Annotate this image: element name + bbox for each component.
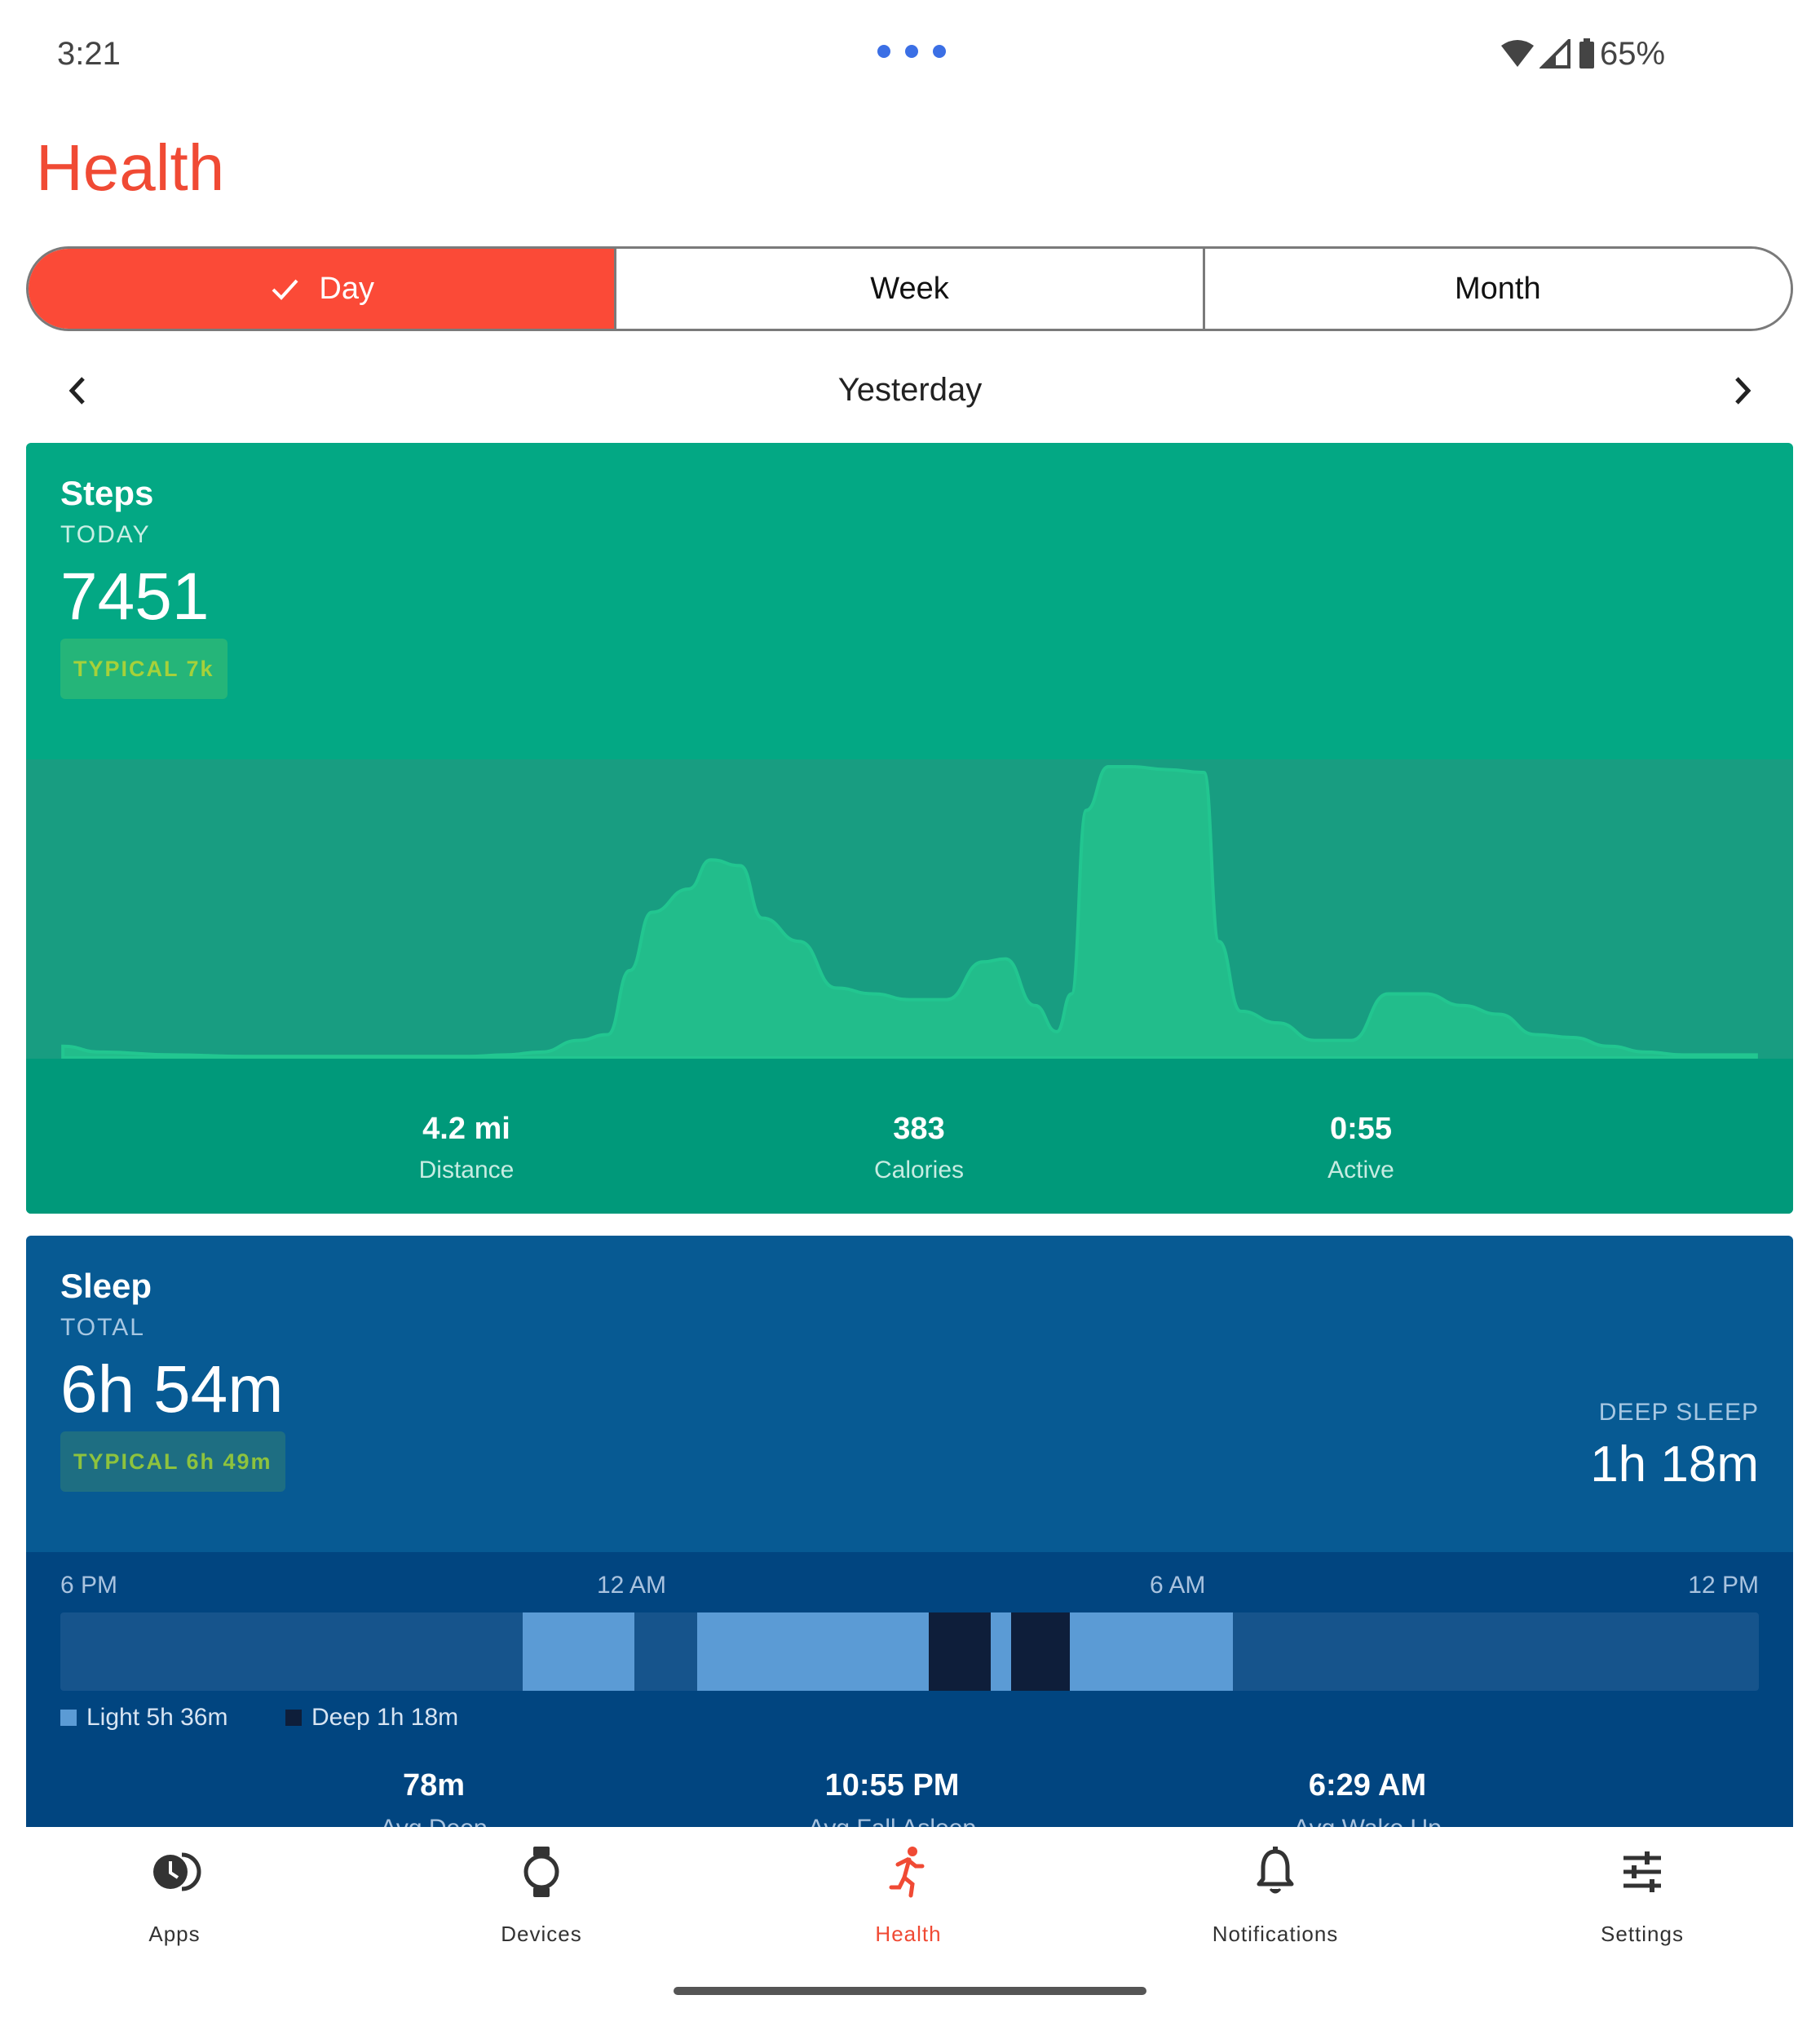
tab-day-label: Day: [319, 271, 374, 306]
legend-light: Light 5h 36m: [60, 1704, 228, 1732]
calories-label: Calories: [873, 1157, 965, 1183]
legend-light-label: Light 5h 36m: [86, 1704, 228, 1731]
sleep-card[interactable]: Sleep TOTAL 6h 54m TYPICAL 6h 49m DEEP S…: [26, 1236, 1793, 1827]
active-value: 0:55: [1329, 1112, 1393, 1146]
avg-deep-label: Avg Deep: [263, 1815, 605, 1827]
legend-light-swatch: [60, 1710, 77, 1726]
nav-health-label: Health: [875, 1922, 942, 1946]
nav-apps[interactable]: Apps: [52, 1843, 297, 1947]
legend-deep-label: Deep 1h 18m: [311, 1704, 459, 1731]
nav-settings-label: Settings: [1601, 1922, 1684, 1946]
page-title: Health: [36, 131, 225, 204]
sleep-segment-deep: [1011, 1612, 1071, 1691]
nav-devices[interactable]: Devices: [419, 1843, 664, 1947]
sleep-stage-track: [60, 1612, 1759, 1691]
tab-day[interactable]: Day: [29, 249, 615, 329]
nav-settings[interactable]: Settings: [1520, 1843, 1765, 1947]
home-indicator[interactable]: [674, 1987, 1146, 1995]
sleep-segment-light: [1070, 1612, 1234, 1691]
sleep-title: Sleep: [60, 1267, 152, 1305]
avg-deep-value: 78m: [402, 1768, 466, 1803]
steps-subtitle: TODAY: [60, 521, 151, 548]
status-indicators: 65%: [1500, 36, 1665, 72]
chevron-left-icon[interactable]: [57, 370, 98, 411]
avg-wake-up-label: Avg Wake Up: [1196, 1815, 1539, 1827]
steps-typical-badge: TYPICAL 7k: [60, 639, 228, 699]
nav-notifications-label: Notifications: [1212, 1922, 1339, 1946]
sleep-segment-deep: [928, 1612, 992, 1691]
running-icon: [889, 1847, 925, 1898]
avg-fall-asleep-label: Avg Fall Asleep: [721, 1815, 1063, 1827]
steps-card[interactable]: 061218 Steps TODAY 7451 TYPICAL 7k 4.2 m…: [26, 443, 1793, 1214]
avg-deep-stat: 78m Avg Deep: [263, 1768, 605, 1827]
status-time: 3:21: [57, 36, 121, 72]
distance-label: Distance: [418, 1157, 515, 1183]
nav-devices-label: Devices: [501, 1922, 582, 1946]
calories-stat: 383 Calories: [756, 1112, 1082, 1184]
sleep-axis-label: 12 AM: [597, 1572, 667, 1599]
avg-fall-asleep-value: 10:55 PM: [824, 1768, 960, 1803]
avg-wake-up-stat: 6:29 AM Avg Wake Up: [1196, 1768, 1539, 1827]
steps-title: Steps: [60, 474, 154, 512]
nav-notifications[interactable]: Notifications: [1153, 1843, 1398, 1947]
date-label: Yesterday: [837, 372, 983, 408]
steps-chart: 061218: [26, 759, 1793, 1093]
deep-sleep-label: DEEP SLEEP: [1598, 1399, 1759, 1426]
steps-value: 7451: [60, 560, 210, 634]
sleep-axis-label: 6 AM: [1150, 1572, 1206, 1599]
more-dots-icon: [877, 45, 961, 62]
period-selector: Day Week Month: [26, 246, 1793, 331]
sleep-segment-light: [991, 1612, 1012, 1691]
watch-icon: [523, 1847, 559, 1897]
date-navigation: Yesterday: [0, 359, 1820, 424]
bell-icon: [1257, 1847, 1294, 1894]
cellular-signal-icon: [1539, 39, 1570, 69]
distance-stat: 4.2 mi Distance: [303, 1112, 629, 1184]
status-bar: 3:21 65%: [0, 0, 1820, 106]
bottom-navigation: Apps Devices Health Notifications: [0, 1827, 1820, 2026]
battery-percent: 65%: [1600, 35, 1666, 72]
sleep-typical-badge: TYPICAL 6h 49m: [60, 1431, 285, 1492]
tab-month-label: Month: [1455, 271, 1541, 306]
steps-stats-strip: [26, 1059, 1793, 1214]
deep-sleep-value: 1h 18m: [1590, 1436, 1759, 1493]
apps-icon: [153, 1852, 201, 1891]
chevron-right-icon[interactable]: [1722, 370, 1763, 411]
sleep-axis-label: 12 PM: [1688, 1572, 1759, 1599]
sleep-segment-light: [523, 1612, 634, 1691]
nav-health[interactable]: Health: [786, 1843, 1031, 1947]
steps-area: [61, 765, 1758, 1059]
calories-value: 383: [893, 1112, 945, 1146]
tab-week-label: Week: [870, 271, 949, 306]
distance-value: 4.2 mi: [422, 1112, 510, 1146]
tab-month[interactable]: Month: [1202, 249, 1791, 329]
nav-apps-label: Apps: [148, 1922, 201, 1946]
sliders-icon: [1623, 1851, 1661, 1892]
wifi-icon: [1501, 40, 1534, 67]
avg-wake-up-value: 6:29 AM: [1308, 1768, 1427, 1803]
check-icon: [272, 279, 298, 300]
battery-icon: [1579, 38, 1594, 69]
sleep-value: 6h 54m: [60, 1352, 284, 1427]
legend-deep: Deep 1h 18m: [285, 1704, 458, 1732]
sleep-axis-label: 6 PM: [60, 1572, 118, 1599]
active-label: Active: [1327, 1157, 1394, 1183]
tab-week[interactable]: Week: [614, 249, 1203, 329]
avg-fall-asleep-stat: 10:55 PM Avg Fall Asleep: [721, 1768, 1063, 1827]
sleep-subtitle: TOTAL: [60, 1314, 145, 1341]
legend-deep-swatch: [285, 1710, 302, 1726]
active-stat: 0:55 Active: [1198, 1112, 1524, 1184]
sleep-segment-light: [697, 1612, 929, 1691]
